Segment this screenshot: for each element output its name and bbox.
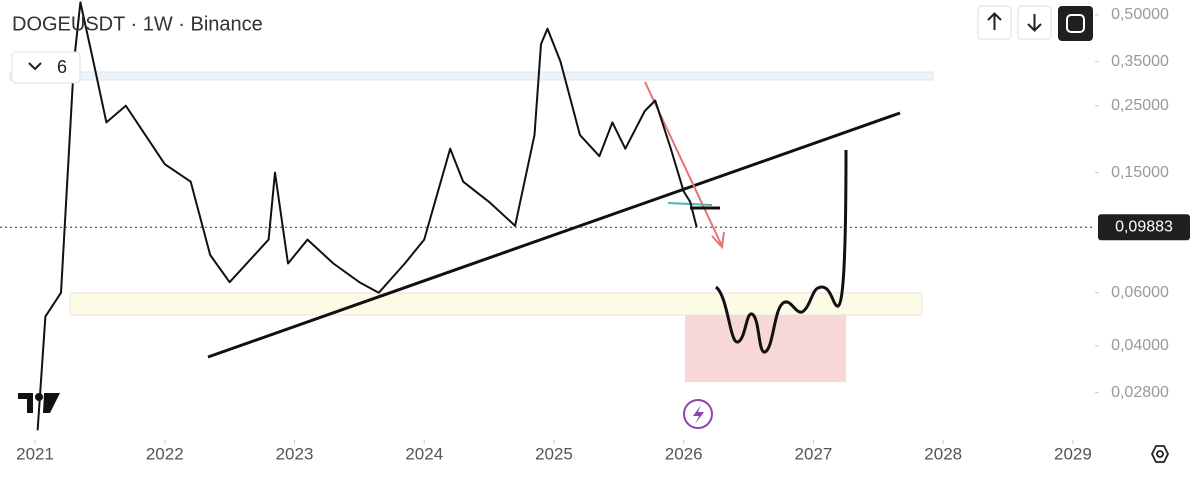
button-box xyxy=(1058,6,1093,41)
down-icon xyxy=(1027,14,1042,32)
indicator-box xyxy=(11,51,81,84)
x-tick-label: 2022 xyxy=(146,444,184,463)
projection-drawing xyxy=(714,149,848,354)
x-tick-label: 2024 xyxy=(405,444,443,463)
indicator-toggle[interactable]: 6 xyxy=(11,51,81,84)
settings-icon xyxy=(1150,445,1170,463)
y-tick-label: 0,50000 xyxy=(1111,6,1169,23)
settings-button[interactable] xyxy=(1150,445,1170,463)
support-zone xyxy=(69,292,923,316)
x-tick-label: 2029 xyxy=(1054,444,1092,463)
chart-title: DOGEUSDT · 1W · Binance xyxy=(12,13,263,35)
up-icon xyxy=(987,12,1002,30)
y-tick-label: 0,04000 xyxy=(1111,337,1169,354)
x-tick-label: 2025 xyxy=(535,444,573,463)
logo-dot xyxy=(35,393,43,401)
y-tick-label: 0,06000 xyxy=(1111,284,1169,301)
fullscreen-button[interactable] xyxy=(1058,6,1093,41)
resistance-zone xyxy=(9,71,934,81)
y-tick-label: 0,02800 xyxy=(1111,384,1169,401)
indicator-count: 6 xyxy=(57,57,67,77)
fullscreen-icon xyxy=(1066,14,1085,33)
y-tick-label: 0,15000 xyxy=(1111,164,1169,181)
scroll-down-button[interactable] xyxy=(1017,5,1052,40)
trend-line xyxy=(207,111,901,359)
target-zone xyxy=(685,315,846,382)
x-tick-label: 2023 xyxy=(276,444,314,463)
price-line xyxy=(36,1,698,431)
settings-dot xyxy=(1156,450,1164,458)
events-icon[interactable] xyxy=(683,399,713,429)
chevron-icon xyxy=(28,62,42,71)
last-price-label: 0,09883 xyxy=(1115,219,1173,236)
tv-logo xyxy=(18,393,60,413)
last-price-box xyxy=(1098,214,1190,241)
y-tick-label: 0,25000 xyxy=(1111,97,1169,114)
plot xyxy=(36,1,698,431)
logo-shape xyxy=(18,393,60,413)
scroll-up-button[interactable] xyxy=(977,5,1012,40)
x-tick-label: 2028 xyxy=(924,444,962,463)
arrow-head xyxy=(711,231,725,250)
x-tick-label: 2021 xyxy=(16,444,54,463)
x-tick-label: 2026 xyxy=(665,444,703,463)
x-tick-label: 2027 xyxy=(795,444,833,463)
y-tick-label: 0,35000 xyxy=(1111,53,1169,70)
bolt-icon xyxy=(693,405,704,424)
